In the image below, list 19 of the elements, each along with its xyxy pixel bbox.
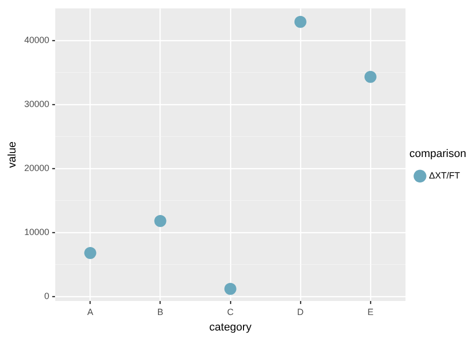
y-axis-title: value bbox=[6, 142, 19, 168]
y-tick-label: 30000 bbox=[24, 98, 50, 109]
x-tick-label: A bbox=[87, 306, 94, 317]
point bbox=[224, 282, 236, 295]
y-tick-label: 0 bbox=[44, 291, 50, 302]
x-tick-label: E bbox=[367, 306, 374, 317]
y-tick-label: 40000 bbox=[24, 34, 50, 45]
y-tick-label: 20000 bbox=[24, 162, 50, 173]
x-tick-label: D bbox=[297, 306, 304, 317]
legend-title: comparison bbox=[409, 148, 466, 160]
y-tick-label: 10000 bbox=[24, 226, 50, 237]
legend-label: ΔXT/FT bbox=[428, 170, 460, 181]
point bbox=[84, 246, 96, 259]
point bbox=[364, 70, 376, 83]
point bbox=[294, 16, 306, 28]
x-tick-label: B bbox=[157, 306, 164, 317]
x-tick-label: C bbox=[227, 306, 234, 317]
x-axis-title: category bbox=[209, 321, 252, 334]
point bbox=[154, 214, 166, 227]
